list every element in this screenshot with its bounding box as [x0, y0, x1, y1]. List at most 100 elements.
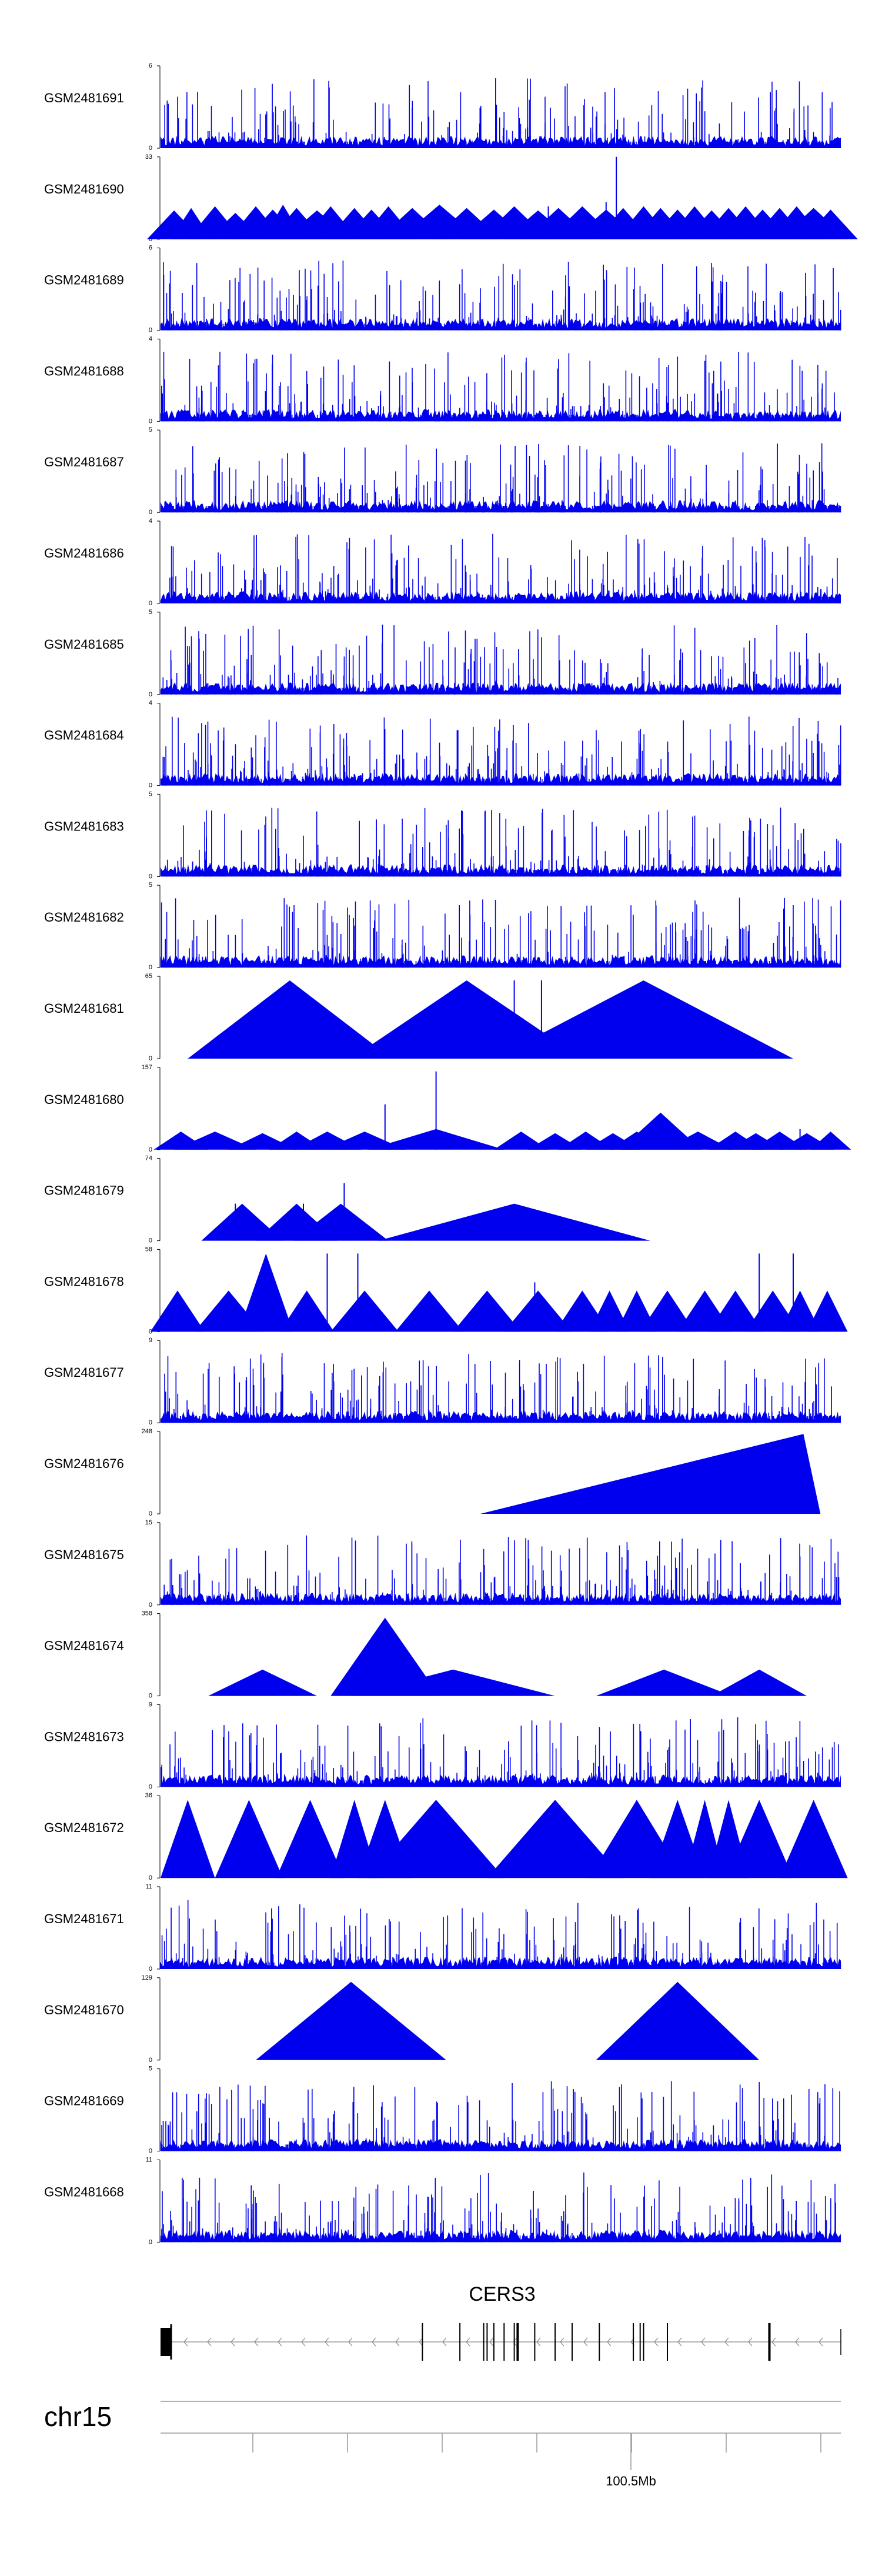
track-label: GSM2481682 — [44, 910, 124, 925]
y-axis-min-label: 0 — [149, 1874, 152, 1881]
y-axis-max-label: 4 — [149, 518, 152, 525]
track-GSM2481672: GSM2481672 36 0 — [44, 1792, 848, 1881]
track-label: GSM2481687 — [44, 455, 124, 469]
coverage-peaks — [208, 1617, 807, 1696]
coverage-baseline-area — [161, 1957, 841, 1969]
coverage-peak — [640, 1290, 695, 1332]
coverage-peak — [596, 1981, 760, 2060]
y-axis-min-label: 0 — [149, 782, 152, 789]
track-label: GSM2481691 — [44, 91, 124, 105]
y-axis-max-label: 33 — [145, 154, 152, 161]
y-axis-min-label: 0 — [149, 327, 152, 334]
coverage-peak — [293, 1203, 389, 1241]
y-axis-max-label: 4 — [149, 335, 152, 342]
track-label: GSM2481676 — [44, 1456, 124, 1471]
track-GSM2481674: GSM2481674 358 0 — [44, 1610, 807, 1700]
track-label: GSM2481675 — [44, 1547, 124, 1562]
y-axis-max-label: 15 — [145, 1519, 152, 1526]
track-label: GSM2481671 — [44, 1911, 124, 1926]
y-axis-max-label: 4 — [149, 700, 152, 707]
track-label: GSM2481679 — [44, 1183, 124, 1198]
coverage-peak — [150, 1290, 205, 1332]
coverage-peaks — [188, 980, 793, 1059]
coverage-tracks: GSM248169160GSM2481690330GSM248168960GSM… — [44, 62, 858, 2245]
track-label: GSM2481683 — [44, 819, 124, 833]
coverage-bars — [163, 1353, 840, 1423]
coverage-bars — [161, 352, 840, 422]
coverage-bars — [169, 533, 841, 603]
y-axis-min-label: 0 — [149, 1601, 152, 1609]
coverage-peak — [480, 1434, 821, 1514]
y-axis-max-label: 9 — [149, 1337, 152, 1344]
y-axis-min-label: 0 — [149, 964, 152, 971]
coverage-peak — [708, 1290, 763, 1332]
y-axis-max-label: 5 — [149, 882, 152, 889]
track-label: GSM2481684 — [44, 728, 124, 743]
track-label: GSM2481677 — [44, 1365, 124, 1380]
coverage-peak — [589, 1290, 630, 1332]
y-axis-max-label: 157 — [142, 1064, 152, 1071]
track-label: GSM2481681 — [44, 1001, 124, 1016]
y-axis-min-label: 0 — [149, 1510, 152, 1517]
coverage-bars — [163, 1535, 840, 1605]
track-GSM2481677: GSM2481677 9 0 — [44, 1337, 841, 1426]
coverage-baseline-area — [161, 864, 841, 877]
coverage-bars — [161, 625, 839, 695]
track-GSM2481675: GSM2481675 15 0 — [44, 1519, 841, 1609]
coverage-peak — [330, 1617, 440, 1696]
track-GSM2481690: GSM2481690330 — [44, 154, 858, 243]
coverage-baseline-area — [161, 682, 841, 695]
track-label: GSM2481686 — [44, 546, 124, 560]
track-label: GSM2481685 — [44, 637, 124, 652]
coverage-peak — [487, 1800, 623, 1878]
track-GSM2481689: GSM2481689 6 0 — [44, 245, 841, 334]
y-axis-min-label: 0 — [149, 691, 152, 698]
coverage-baseline-area — [161, 1774, 841, 1787]
coverage-peak — [725, 1800, 793, 1878]
coverage-peak — [779, 1290, 821, 1332]
y-axis-min-label: 0 — [149, 1146, 152, 1153]
coverage-peak — [596, 1669, 732, 1696]
coverage-peaks — [201, 1183, 650, 1241]
coverage-peak — [395, 1290, 463, 1332]
coverage-peaks — [256, 1981, 760, 2060]
coverage-peak — [493, 980, 793, 1059]
y-axis-min-label: 0 — [149, 1966, 152, 1973]
track-label: GSM2481690 — [44, 182, 124, 196]
y-axis-min-label: 0 — [149, 145, 152, 152]
track-label: GSM2481689 — [44, 273, 124, 288]
coverage-bars — [161, 897, 841, 968]
y-axis-min-label: 0 — [149, 1237, 152, 1244]
y-axis-max-label: 65 — [145, 973, 152, 980]
track-label: GSM2481672 — [44, 1820, 124, 1835]
y-axis-max-label: 58 — [145, 1246, 152, 1253]
y-axis-max-label: 11 — [146, 1883, 152, 1890]
track-GSM2481680: GSM2481680 157 0 — [44, 1064, 851, 1153]
coverage-peaks — [480, 1434, 821, 1514]
y-axis-max-label: 5 — [149, 790, 152, 798]
coverage-baseline-area — [161, 318, 841, 331]
y-axis-max-label: 5 — [149, 2066, 152, 2073]
track-label: GSM2481678 — [44, 1274, 124, 1289]
y-axis-min-label: 0 — [149, 2148, 152, 2155]
coverage-peak — [351, 1669, 556, 1696]
coverage-peak — [188, 980, 392, 1059]
coverage-peak — [378, 1203, 650, 1241]
coverage-bars — [161, 2081, 840, 2151]
coverage-peak — [807, 1290, 848, 1332]
coverage-peaks — [150, 1253, 848, 1332]
track-GSM2481669: GSM2481669 5 0 — [44, 2066, 841, 2155]
coverage-bars — [162, 716, 841, 786]
track-GSM2481691: GSM2481691 6 0 — [44, 62, 841, 152]
track-label: GSM2481673 — [44, 1729, 124, 1744]
track-GSM2481679: GSM2481679 74 0 — [44, 1155, 650, 1244]
coverage-peaks — [153, 1071, 851, 1150]
coverage-peak — [504, 1290, 572, 1332]
coverage-peak — [276, 1800, 345, 1878]
coverage-peak — [351, 980, 583, 1059]
coverage-bars — [160, 1900, 841, 1969]
y-axis-min-label: 0 — [149, 1783, 152, 1790]
coverage-peak — [368, 1800, 505, 1878]
track-GSM2481682: GSM2481682 5 0 — [44, 882, 841, 971]
coverage-peak — [453, 1290, 522, 1332]
